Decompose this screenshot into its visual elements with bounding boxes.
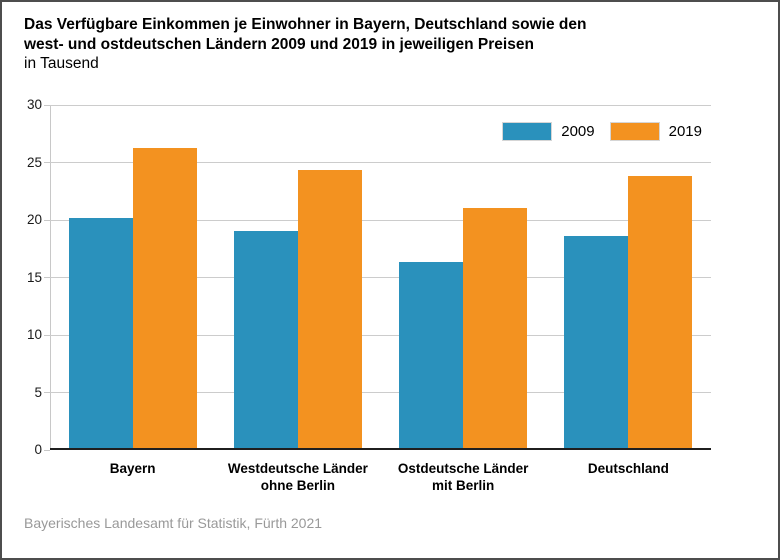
y-tick-label-10: 10 [26, 327, 42, 342]
x-category-label-4: Deutschland [587, 461, 669, 476]
gridline-y-5 [50, 392, 711, 393]
source-attribution: Bayerisches Landesamt für Statistik, Für… [24, 515, 323, 531]
y-tick-label-0: 0 [34, 442, 42, 457]
chart-title-line-2: west- und ostdeutschen Ländern 2009 und … [24, 35, 534, 53]
gridline-y-30 [50, 104, 711, 106]
legend-label-2009: 2009 [561, 123, 595, 140]
bar-2009-1 [68, 217, 133, 449]
bar-2009-2 [233, 230, 298, 449]
y-tick-30 [44, 104, 50, 106]
gridline-y-25 [50, 162, 711, 163]
bar-2009-4 [564, 236, 629, 449]
x-category-label-2: Westdeutsche Länder ohne Berlin [227, 461, 368, 493]
y-tick-label-15: 15 [26, 269, 42, 285]
y-tick-10 [44, 334, 50, 336]
legend-label-2019: 2019 [668, 123, 702, 140]
bar-2009-3 [399, 261, 464, 449]
legend-item-2009: 2009 [502, 122, 595, 141]
legend-swatch-2019 [609, 122, 660, 141]
legend-item-2019: 2019 [609, 122, 702, 141]
y-tick-label-20: 20 [26, 212, 42, 227]
y-tick-label-5: 5 [34, 384, 42, 400]
x-category-label-3: Ostdeutsche Länder mit Berlin [397, 461, 529, 493]
plot-area: 2009 2019 0 5 10 15 20 25 30 Bayern Westdeutsche … [27, 97, 711, 493]
y-tick-5 [44, 392, 50, 393]
y-tick-label-25: 25 [26, 154, 42, 170]
legend-swatch-2009 [502, 122, 553, 141]
chart-title-block: Das Verfügbare Einkommen je Einwohner in… [24, 15, 586, 74]
legend: 2009 2019 [502, 122, 702, 141]
bar-2019-2 [297, 169, 362, 449]
gridline-y-20 [50, 219, 711, 221]
gridline-y-15 [50, 277, 711, 278]
bar-2019-3 [463, 207, 528, 449]
y-tick-0 [44, 449, 50, 451]
y-tick-15 [44, 277, 50, 278]
x-axis-line [50, 448, 711, 450]
y-tick-25 [44, 162, 50, 163]
y-tick-20 [44, 219, 50, 221]
y-tick-label-30: 30 [26, 97, 42, 112]
chart-subtitle: in Tausend [24, 55, 99, 72]
bar-2019-4 [628, 176, 693, 449]
chart-title-line-1: Das Verfügbare Einkommen je Einwohner in… [24, 16, 587, 33]
x-category-label-1: Bayern [109, 461, 156, 476]
bar-2019-1 [132, 147, 197, 449]
gridline-y-10 [50, 334, 711, 336]
